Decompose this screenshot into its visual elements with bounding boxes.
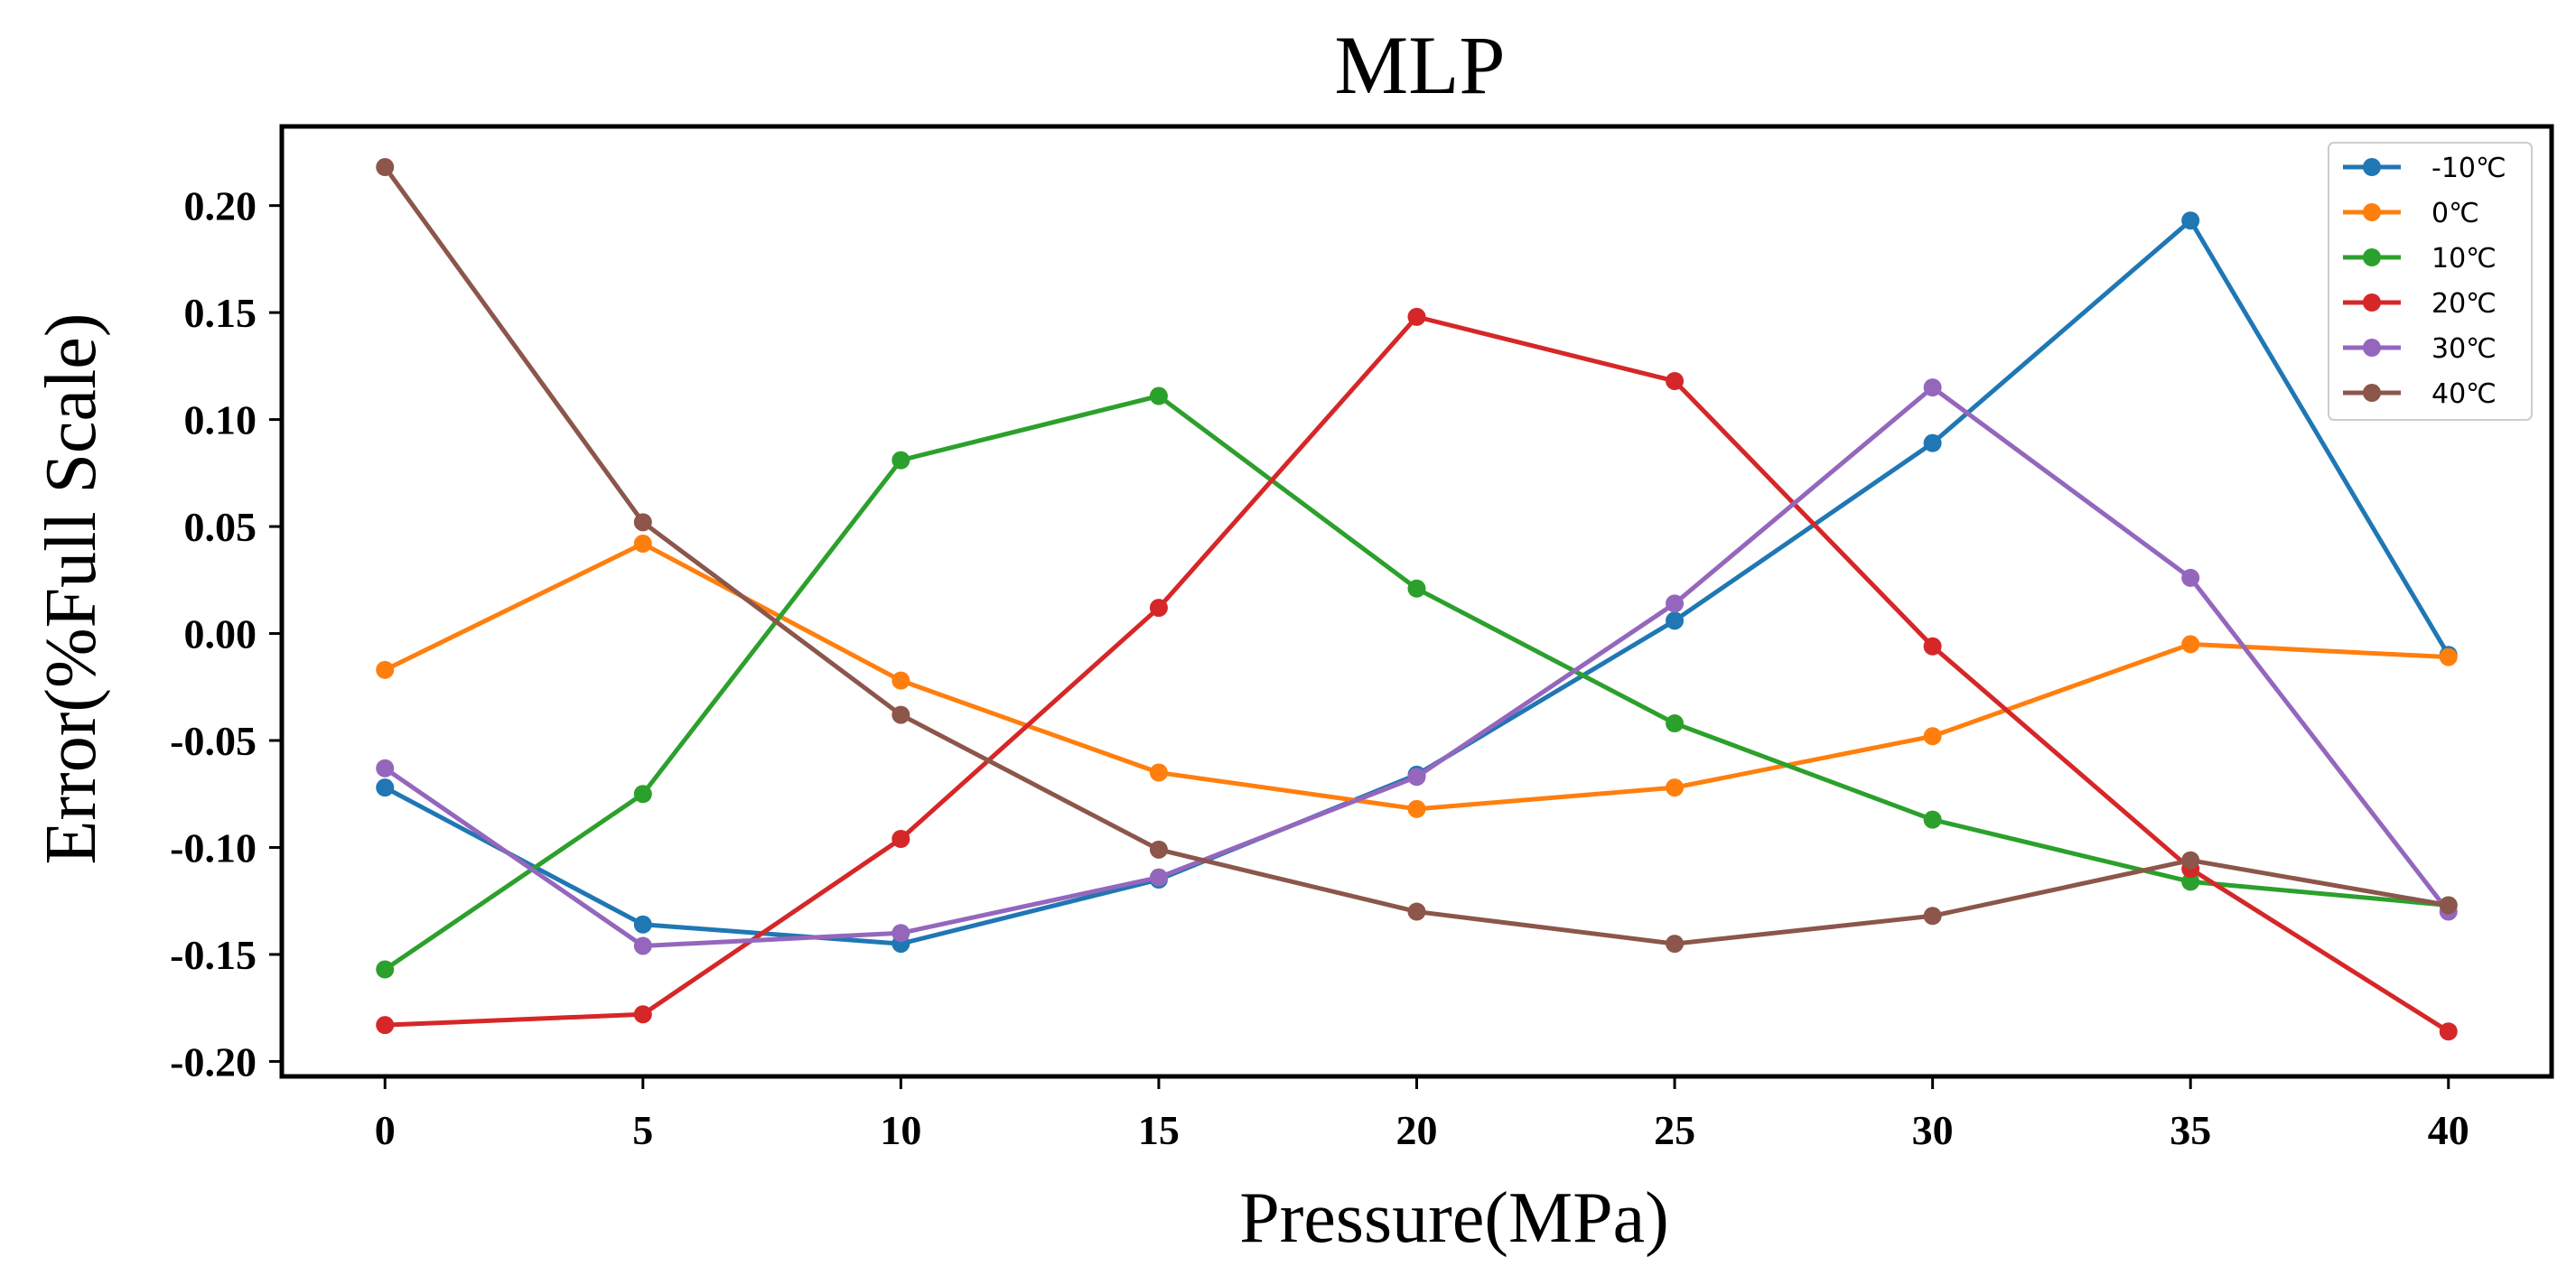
plot-area bbox=[376, 158, 2458, 1041]
x-tick-label: 30 bbox=[1912, 1107, 1954, 1153]
x-tick-label: 40 bbox=[2428, 1107, 2469, 1153]
series-2-point bbox=[376, 960, 395, 979]
series-3 bbox=[376, 307, 2458, 1041]
series-2 bbox=[376, 386, 2458, 979]
series-5-point bbox=[1149, 840, 1168, 859]
legend-swatch-marker bbox=[2363, 158, 2381, 176]
series-5-point bbox=[376, 158, 395, 177]
series-1-point bbox=[376, 660, 395, 679]
x-axis-label: Pressure(MPa) bbox=[1239, 1178, 1668, 1258]
legend: -10℃ 0℃ 10℃ 20℃ 30℃ 40℃ bbox=[2328, 142, 2533, 421]
series-4-line bbox=[383, 385, 2450, 948]
legend-swatch-marker bbox=[2363, 203, 2381, 221]
y-tick-label: 0.05 bbox=[184, 504, 257, 550]
y-tick-label: 0.00 bbox=[184, 611, 257, 657]
y-axis-label: Error(%Full Scale) bbox=[32, 313, 111, 865]
series-5 bbox=[376, 158, 2458, 954]
series-4-point bbox=[1407, 768, 1426, 787]
series-2-point bbox=[633, 785, 652, 804]
chart-title: MLP bbox=[1334, 19, 1505, 111]
legend-swatch-marker bbox=[2363, 248, 2381, 266]
legend-label: 10℃ bbox=[2431, 243, 2497, 275]
x-tick-label: 25 bbox=[1654, 1107, 1695, 1153]
legend-swatch-marker bbox=[2363, 384, 2381, 402]
x-tick-label: 0 bbox=[375, 1107, 396, 1153]
series-2-point bbox=[891, 451, 910, 470]
series-1-point bbox=[1149, 763, 1168, 782]
series-5-point bbox=[2439, 896, 2458, 915]
series-5-point bbox=[2181, 851, 2200, 870]
series-1-point bbox=[1407, 799, 1426, 818]
series-3-point bbox=[1149, 599, 1168, 618]
y-tick-label: -0.20 bbox=[170, 1038, 257, 1085]
series-0-point bbox=[633, 915, 652, 934]
x-tick-label: 20 bbox=[1396, 1107, 1438, 1153]
legend-label: -10℃ bbox=[2431, 153, 2506, 184]
series-4-point bbox=[2181, 568, 2200, 587]
series-1-point bbox=[891, 671, 910, 690]
series-5-point bbox=[1407, 902, 1426, 921]
x-axis: 0 5 10 15 20 25 30 35 40 bbox=[375, 1076, 2469, 1153]
series-1-point bbox=[2439, 647, 2458, 666]
y-tick-label: 0.15 bbox=[184, 290, 257, 336]
series-2-point bbox=[1407, 579, 1426, 598]
y-tick-label: -0.05 bbox=[170, 718, 257, 764]
series-2-point bbox=[1149, 386, 1168, 405]
series-5-point bbox=[633, 513, 652, 532]
y-tick-label: 0.10 bbox=[184, 397, 257, 443]
legend-swatch-marker bbox=[2363, 339, 2381, 357]
x-tick-label: 15 bbox=[1138, 1107, 1180, 1153]
legend-label: 30℃ bbox=[2431, 333, 2497, 365]
series-3-point bbox=[891, 830, 910, 848]
series-3-point bbox=[633, 1005, 652, 1024]
series-2-line bbox=[383, 394, 2449, 972]
series-4-point bbox=[1923, 378, 1942, 397]
series-3-point bbox=[376, 1016, 395, 1035]
series-0-point bbox=[2181, 211, 2200, 230]
series-1-point bbox=[1666, 778, 1685, 797]
y-axis: -0.20 -0.15 -0.10 -0.05 0.00 0.05 0.10 0.15 0.20 bbox=[170, 183, 282, 1085]
series-0-point bbox=[1666, 611, 1685, 630]
series-3-point bbox=[1923, 637, 1942, 656]
series-2-point bbox=[2181, 872, 2200, 891]
series-3-line bbox=[385, 314, 2450, 1034]
series-4-point bbox=[1149, 868, 1168, 887]
x-tick-label: 10 bbox=[880, 1107, 921, 1153]
series-1-point bbox=[633, 535, 652, 554]
y-tick-label: -0.15 bbox=[170, 932, 257, 978]
series-2-point bbox=[1666, 714, 1685, 733]
series-5-point bbox=[1666, 935, 1685, 954]
series-4-point bbox=[891, 924, 910, 943]
series-4-point bbox=[376, 759, 395, 778]
series-5-point bbox=[891, 705, 910, 724]
series-3-point bbox=[2439, 1022, 2458, 1041]
series-3-point bbox=[1407, 307, 1426, 326]
series-2-point bbox=[1923, 810, 1942, 829]
legend-label: 0℃ bbox=[2431, 198, 2479, 229]
series-0-point bbox=[376, 778, 395, 797]
series-4 bbox=[376, 378, 2458, 955]
legend-label: 20℃ bbox=[2431, 288, 2497, 320]
series-1-point bbox=[2181, 635, 2200, 654]
series-1-point bbox=[1923, 727, 1942, 746]
series-4-point bbox=[1666, 594, 1685, 613]
legend-swatch-marker bbox=[2363, 293, 2381, 312]
x-tick-label: 5 bbox=[632, 1107, 653, 1153]
y-tick-label: -0.10 bbox=[170, 824, 257, 871]
y-tick-label: 0.20 bbox=[184, 183, 257, 229]
legend-box bbox=[2328, 142, 2533, 421]
x-tick-label: 35 bbox=[2170, 1107, 2211, 1153]
series-4-point bbox=[633, 936, 652, 955]
series-0-point bbox=[1923, 433, 1942, 452]
series-1 bbox=[376, 535, 2458, 818]
legend-label: 40℃ bbox=[2431, 378, 2497, 410]
series-3-point bbox=[1666, 371, 1685, 390]
series-5-point bbox=[1923, 907, 1942, 926]
